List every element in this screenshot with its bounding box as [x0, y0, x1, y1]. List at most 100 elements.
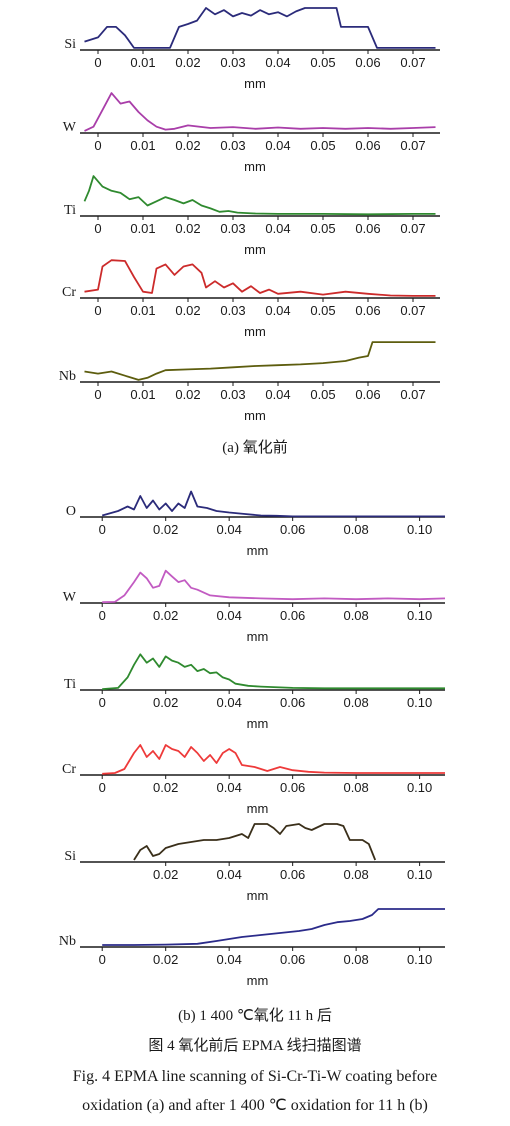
series-line-ti: [102, 653, 445, 691]
x-tick-label: 0.06: [280, 522, 305, 537]
chart-b-ti: 0 0.02 0.04 0.06 0.08 0.10 mm Ti: [64, 653, 445, 731]
x-tick-label: 0: [99, 952, 106, 967]
x-tick-label: 0: [99, 608, 106, 623]
x-tick-label: 0.04: [217, 867, 242, 882]
x-tick-label: 0: [94, 138, 101, 153]
x-tick-label: 0.06: [280, 608, 305, 623]
x-tick-label: 0.10: [407, 867, 432, 882]
x-tick-label: 0.08: [343, 695, 368, 710]
x-tick-label: 0.07: [400, 387, 425, 402]
x-tick-label: 0: [94, 55, 101, 70]
x-tick-label: 0.08: [343, 952, 368, 967]
x-tick-label: 0.04: [265, 303, 290, 318]
x-tick-label: 0.03: [220, 138, 245, 153]
series-line-ti: [83, 175, 436, 216]
x-tick-label: 0.08: [343, 867, 368, 882]
series-line-si: [133, 823, 377, 861]
chart-a-si: 0 0.01 0.02 0.03 0.04 0.05 0.06 0.07 mm Si: [64, 7, 440, 91]
x-tick-label: 0.04: [265, 387, 290, 402]
x-tick-label: 0.04: [217, 522, 242, 537]
series-line-nb: [102, 908, 445, 946]
x-tick-label: 0.02: [153, 780, 178, 795]
x-tick-label: 0.06: [280, 952, 305, 967]
x-tick-label: 0: [94, 387, 101, 402]
x-tick-label: 0: [99, 695, 106, 710]
x-tick-label: 0.04: [265, 55, 290, 70]
x-tick-label: 0.10: [407, 780, 432, 795]
x-axis-label: mm: [247, 801, 269, 816]
x-tick-label: 0.06: [280, 867, 305, 882]
x-tick-label: 0.07: [400, 138, 425, 153]
caption-en-line2: oxidation (a) and after 1 400 ℃ oxidatio…: [82, 1097, 428, 1114]
x-tick-label: 0.02: [153, 608, 178, 623]
element-label: Si: [64, 849, 76, 864]
x-tick-label: 0.06: [355, 303, 380, 318]
x-tick-label: 0.06: [355, 138, 380, 153]
x-axis-label: mm: [247, 543, 269, 558]
x-tick-label: 0.07: [400, 55, 425, 70]
x-tick-label: 0.05: [310, 387, 335, 402]
x-tick-label: 0: [99, 780, 106, 795]
x-axis-label: mm: [244, 76, 266, 91]
x-tick-label: 0.02: [175, 55, 200, 70]
x-tick-label: 0.04: [217, 952, 242, 967]
x-axis-label: mm: [247, 629, 269, 644]
x-tick-label: 0.02: [153, 695, 178, 710]
x-tick-label: 0.03: [220, 221, 245, 236]
x-axis-label: mm: [244, 324, 266, 339]
series-line-si: [84, 7, 436, 49]
x-tick-label: 0.04: [265, 138, 290, 153]
x-tick-label: 0.06: [280, 695, 305, 710]
chart-b-w: 0 0.02 0.04 0.06 0.08 0.10 mm W: [63, 569, 446, 644]
x-tick-label: 0.01: [130, 138, 155, 153]
x-axis-label: mm: [244, 242, 266, 257]
x-tick-label: 0.07: [400, 303, 425, 318]
x-tick-label: 0.03: [220, 55, 245, 70]
x-tick-label: 0.06: [355, 387, 380, 402]
x-tick-label: 0: [99, 522, 106, 537]
x-tick-label: 0.08: [343, 522, 368, 537]
caption-en-line1: Fig. 4 EPMA line scanning of Si-Cr-Ti-W …: [73, 1068, 438, 1085]
x-tick-label: 0.04: [217, 780, 242, 795]
x-tick-label: 0.07: [400, 221, 425, 236]
x-tick-label: 0.02: [175, 303, 200, 318]
chart-a-cr: 0 0.01 0.02 0.03 0.04 0.05 0.06 0.07 mm Cr: [62, 259, 440, 339]
x-tick-label: 0.02: [175, 138, 200, 153]
x-tick-label: 0.04: [265, 221, 290, 236]
caption-b: (b) 1 400 ℃氧化 11 h 后: [178, 1007, 332, 1024]
x-tick-label: 0.02: [153, 522, 178, 537]
x-tick-label: 0.01: [130, 303, 155, 318]
caption-cn: 图 4 氧化前后 EPMA 线扫描图谱: [148, 1037, 361, 1054]
x-tick-label: 0.06: [355, 55, 380, 70]
x-tick-label: 0.08: [343, 780, 368, 795]
series-line-w: [84, 92, 436, 132]
element-label: W: [63, 590, 77, 605]
chart-b-nb: 0 0.02 0.04 0.06 0.08 0.10 mm Nb: [59, 908, 445, 988]
x-tick-label: 0.10: [407, 695, 432, 710]
x-tick-label: 0.06: [280, 780, 305, 795]
x-axis-label: mm: [244, 408, 266, 423]
x-tick-label: 0.05: [310, 303, 335, 318]
x-tick-label: 0.05: [310, 138, 335, 153]
x-tick-label: 0.05: [310, 221, 335, 236]
element-label: O: [66, 504, 76, 519]
element-label: Nb: [59, 369, 76, 384]
x-axis-label: mm: [247, 888, 269, 903]
element-label: Ti: [64, 677, 76, 692]
element-label: W: [63, 120, 77, 135]
x-tick-label: 0.06: [355, 221, 380, 236]
x-tick-label: 0.10: [407, 522, 432, 537]
chart-b-cr: 0 0.02 0.04 0.06 0.08 0.10 mm Cr: [62, 744, 445, 816]
element-label: Cr: [62, 762, 76, 777]
x-axis-label: mm: [247, 973, 269, 988]
x-tick-label: 0: [94, 221, 101, 236]
chart-b-o: 0 0.02 0.04 0.06 0.08 0.10 mm O: [66, 490, 445, 558]
x-tick-label: 0.08: [343, 608, 368, 623]
element-label: Si: [64, 37, 76, 52]
chart-a-w: 0 0.01 0.02 0.03 0.04 0.05 0.06 0.07 mm W: [63, 92, 440, 174]
chart-b-si: 0.02 0.04 0.06 0.08 0.10 mm Si: [64, 823, 445, 903]
x-tick-label: 0.02: [153, 952, 178, 967]
series-line-cr: [102, 744, 445, 775]
caption-a: (a) 氧化前: [222, 439, 287, 456]
